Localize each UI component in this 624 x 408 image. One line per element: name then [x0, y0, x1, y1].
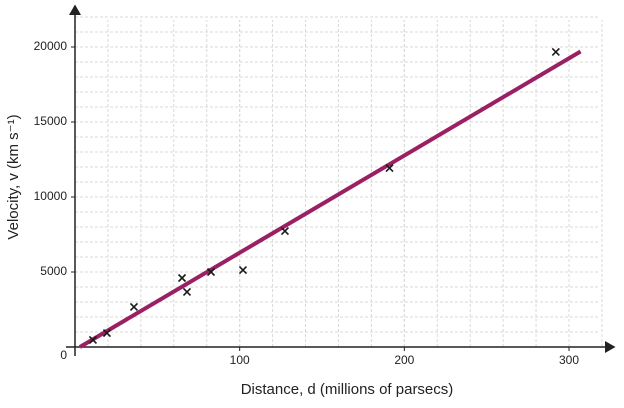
data-point: [206, 267, 216, 277]
x-tick-label: 100: [230, 353, 250, 367]
data-point: [385, 163, 394, 173]
x-tick-label: 300: [559, 353, 579, 367]
data-point: [182, 287, 192, 297]
y-tick-label: 20000: [34, 39, 68, 53]
data-point: [88, 335, 98, 345]
data-point: [238, 265, 248, 275]
data-point: [102, 328, 112, 338]
data-point: [129, 302, 139, 312]
y-tick-label: 10000: [34, 189, 68, 203]
y-tick-label: 15000: [34, 114, 68, 128]
data-point: [551, 47, 560, 57]
y-axis-title: Velocity, v (km s⁻¹): [5, 114, 22, 239]
y-tick-label: 0: [60, 348, 67, 362]
x-tick-label: 200: [394, 353, 414, 367]
x-axis-title: Distance, d (millions of parsecs): [241, 381, 454, 398]
fit-line: [78, 49, 582, 349]
y-tick-label: 5000: [40, 264, 67, 278]
grid: [75, 16, 603, 347]
data-point: [280, 226, 290, 236]
data-point: [177, 273, 187, 283]
